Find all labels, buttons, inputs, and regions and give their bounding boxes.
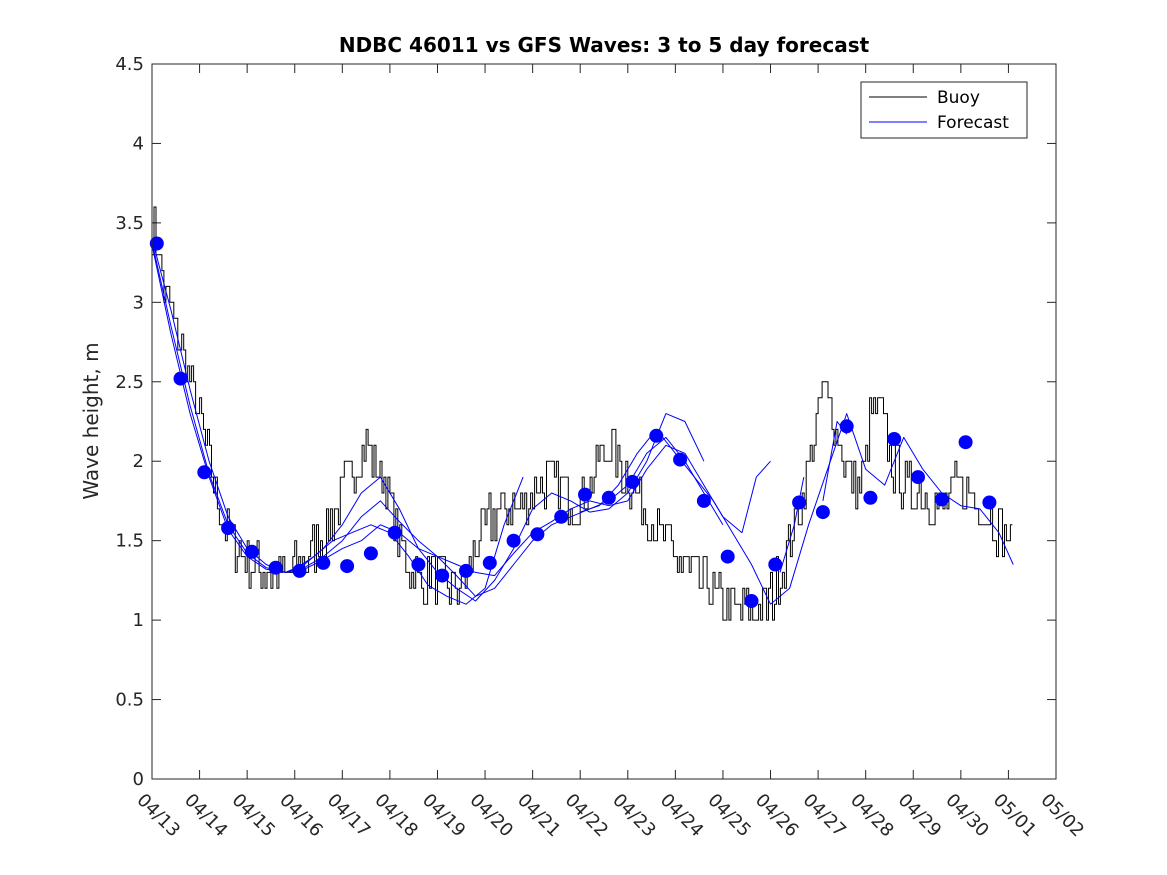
forecast-marker (839, 419, 854, 434)
x-tick-label: 04/15 (228, 790, 280, 842)
x-tick-label: 04/25 (703, 790, 755, 842)
y-tick-label: 3.5 (115, 213, 144, 234)
forecast-marker (197, 465, 212, 480)
forecast-marker (815, 505, 830, 520)
forecast-marker (363, 546, 378, 561)
forecast-marker (340, 559, 355, 574)
plot-frame (151, 63, 1057, 780)
forecast-line-4 (294, 476, 524, 605)
forecast-marker (268, 560, 283, 575)
forecast-marker (720, 549, 735, 564)
legend: Buoy Forecast (860, 81, 1028, 139)
forecast-marker (578, 487, 592, 502)
forecast-marker (625, 474, 640, 489)
forecast-marker (316, 555, 331, 570)
y-tick-label: 2.5 (115, 372, 144, 393)
x-tick-label: 04/20 (466, 790, 518, 842)
x-tick-label: 05/01 (989, 790, 1041, 842)
x-tick-label: 04/21 (513, 790, 565, 842)
x-tick-label: 04/18 (370, 790, 422, 842)
forecast-marker (744, 594, 759, 608)
y-tick-label: 0.5 (115, 690, 144, 711)
x-tick-label: 04/30 (941, 790, 993, 842)
x-tick-label: 04/16 (275, 790, 327, 842)
forecast-marker (768, 557, 783, 572)
forecast-marker (435, 568, 450, 583)
y-tick-label: 0 (133, 769, 144, 790)
forecast-marker (696, 493, 711, 508)
forecast-marker (506, 533, 521, 548)
x-tick-label: 04/17 (323, 790, 375, 842)
forecast-marker (887, 432, 902, 446)
forecast-marker (649, 428, 664, 443)
forecast-line-6 (741, 460, 771, 533)
forecast-marker (244, 544, 259, 559)
forecast-marker (411, 557, 426, 572)
x-tick-label: 04/29 (894, 790, 946, 842)
x-tick-label: 05/02 (1036, 790, 1088, 842)
x-tick-label: 04/13 (132, 790, 184, 842)
x-tick-label: 04/19 (418, 790, 470, 842)
x-tick-label: 04/24 (656, 790, 708, 842)
legend-forecast-label: Forecast (937, 113, 1009, 133)
forecast-marker (863, 490, 878, 505)
forecast-marker (982, 495, 997, 510)
x-tick-label: 04/14 (180, 790, 232, 842)
x-tick-label: 04/27 (799, 790, 851, 842)
forecast-marker (934, 492, 949, 507)
y-tick-label: 1.5 (115, 531, 144, 552)
y-tick-label: 2 (133, 451, 144, 472)
forecast-line-3 (151, 244, 705, 602)
legend-buoy-label: Buoy (937, 88, 980, 108)
x-tick-label: 04/28 (846, 790, 898, 842)
y-tick-label: 1 (133, 610, 144, 631)
forecast-marker (601, 490, 616, 505)
y-tick-label: 4.5 (115, 54, 144, 75)
forecast-marker (482, 555, 497, 570)
forecast-marker (149, 236, 164, 251)
forecast-marker (221, 521, 236, 535)
plot-area (152, 64, 1056, 779)
forecast-marker (958, 435, 973, 450)
forecast-marker (673, 452, 688, 467)
forecast-marker (911, 470, 925, 485)
forecast-line-7 (779, 477, 805, 573)
forecast-marker (173, 371, 188, 386)
legend-box (860, 81, 1028, 139)
forecast-marker (554, 509, 569, 524)
y-axis-label: Wave height, m (79, 342, 103, 499)
x-tick-label: 04/22 (561, 790, 613, 842)
forecast-marker (459, 563, 473, 578)
chart-title: NDBC 46011 vs GFS Waves: 3 to 5 day fore… (339, 33, 870, 57)
forecast-marker (530, 527, 545, 542)
forecast-marker (387, 525, 402, 540)
forecast-marker (292, 563, 307, 578)
y-tick-label: 4 (133, 133, 144, 154)
forecast-marker (792, 495, 807, 510)
x-tick-label: 04/23 (608, 790, 660, 842)
forecast-markers (149, 236, 997, 608)
x-tick-label: 04/26 (751, 790, 803, 842)
y-tick-label: 3 (133, 292, 144, 313)
